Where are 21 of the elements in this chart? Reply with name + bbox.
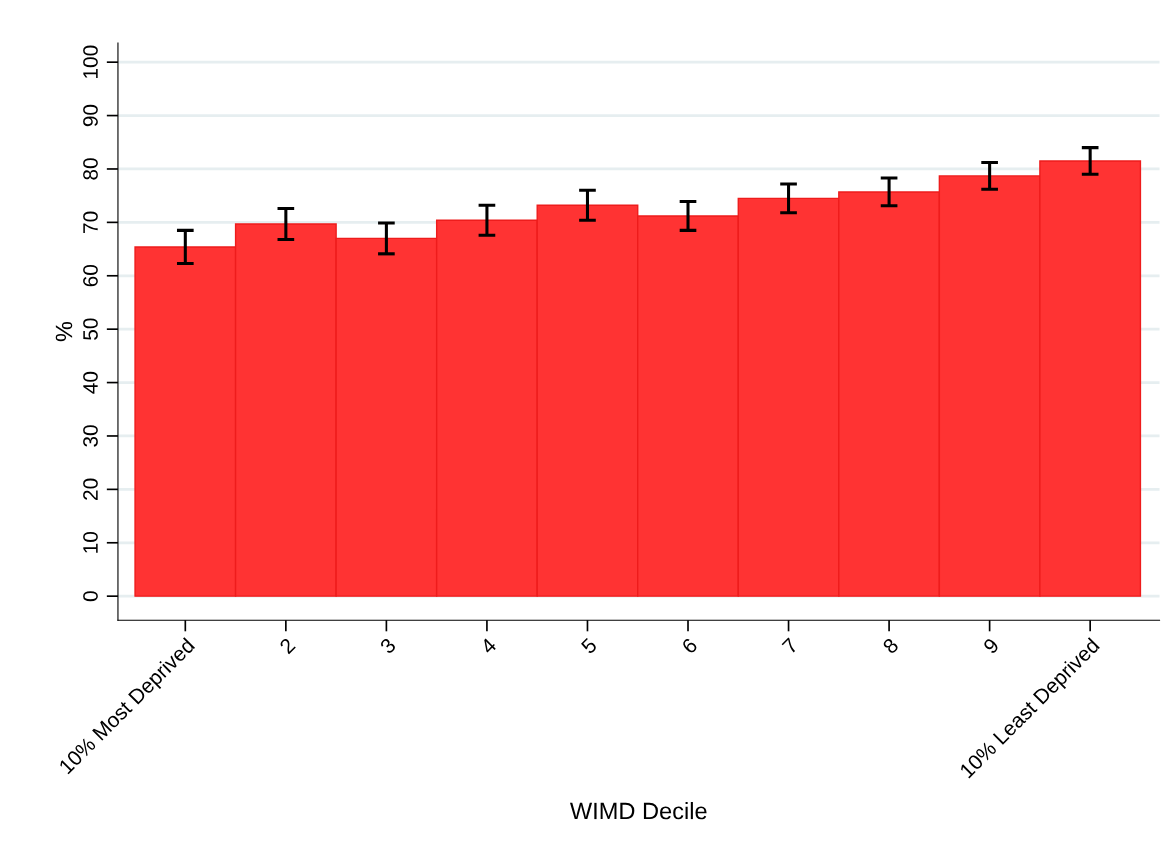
x-tick-label: 3	[379, 637, 397, 655]
x-tick-label: 9	[982, 637, 1000, 655]
y-tick-label: 80	[83, 158, 98, 180]
y-tick-label: 40	[83, 371, 98, 394]
x-tick-label: 6	[680, 637, 699, 655]
y-tick-label: 60	[83, 265, 98, 287]
x-tick-label: 4	[479, 637, 498, 655]
y-tick-label: 100	[83, 45, 98, 78]
x-tick-label: 8	[881, 637, 900, 655]
y-tick-label: 0	[83, 591, 98, 602]
x-tick-label: 2	[278, 637, 296, 655]
y-tick-label: 50	[83, 318, 98, 340]
y-axis-title: %	[55, 321, 73, 342]
x-axis-title: WIMD Decile	[569, 802, 707, 820]
y-tick-label: 20	[83, 478, 98, 500]
x-tick-label: 5	[580, 637, 598, 655]
x-tick-label: 7	[781, 637, 799, 655]
y-tick-label: 90	[83, 104, 98, 127]
y-tick-label: 70	[83, 211, 98, 233]
y-tick-label: 30	[83, 425, 98, 447]
y-tick-label: 10	[83, 532, 98, 553]
